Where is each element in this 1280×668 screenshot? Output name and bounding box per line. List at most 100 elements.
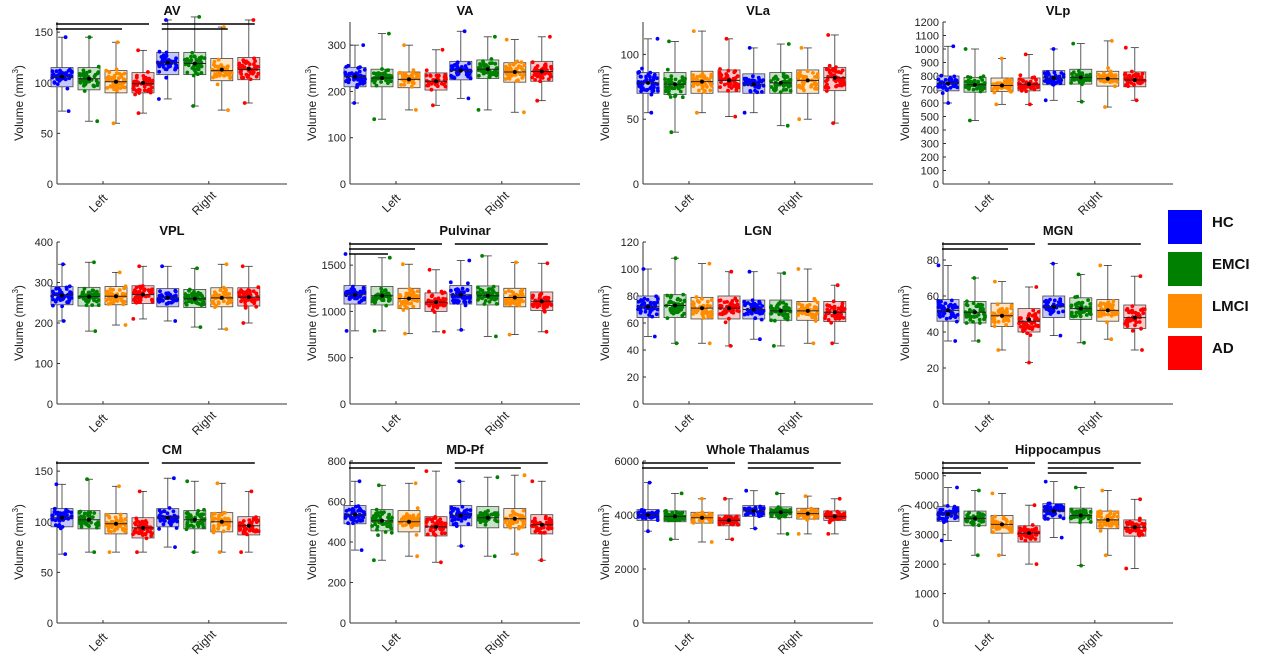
data-point-ad [836, 306, 841, 311]
data-point-emci [372, 329, 377, 333]
data-point-ad [724, 72, 729, 76]
y-tick-label: 100 [35, 78, 53, 90]
data-point-ad [237, 65, 242, 70]
data-point-emci [981, 74, 986, 79]
data-point-ad [1034, 77, 1038, 82]
data-point-ad [1024, 326, 1028, 330]
data-point-emci [187, 299, 191, 304]
data-point-emci [372, 117, 377, 122]
data-point-emci [976, 302, 981, 307]
data-point-emci [788, 78, 793, 82]
data-point-lmci [1110, 73, 1114, 77]
x-tick-label-left: Left [972, 191, 997, 216]
data-point-hc [161, 522, 166, 527]
data-point-ad [1134, 320, 1139, 325]
data-point-emci [487, 75, 492, 80]
data-point-lmci [691, 29, 696, 33]
data-point-emci [1081, 309, 1085, 314]
data-point-emci [978, 306, 983, 311]
data-point-emci [775, 491, 779, 496]
data-point-lmci [992, 324, 997, 328]
data-point-lmci [708, 88, 713, 93]
data-point-lmci [401, 262, 405, 267]
data-point-lmci [1106, 66, 1110, 70]
data-point-lmci [415, 506, 420, 510]
data-point-lmci [411, 304, 416, 309]
y-axis-label-text: Volume (mm [12, 513, 26, 580]
data-point-lmci [691, 312, 695, 316]
data-point-hc [466, 522, 471, 526]
x-tick-label-right: Right [1075, 188, 1105, 218]
data-point-hc [171, 509, 176, 514]
y-axis-label-text: ) [12, 65, 26, 69]
data-point-hc [54, 298, 58, 303]
data-point-hc [652, 306, 656, 311]
data-point-ad [718, 67, 722, 71]
y-tick-label: 600 [328, 497, 346, 509]
data-point-ad [735, 308, 739, 313]
data-point-hc [467, 61, 471, 66]
data-point-lmci [803, 494, 808, 498]
y-tick-label: 100 [35, 517, 53, 529]
data-point-hc [53, 518, 58, 523]
data-point-ad [824, 89, 829, 93]
data-point-lmci [521, 519, 526, 524]
data-point-ad [134, 75, 139, 80]
data-point-lmci [111, 121, 116, 126]
data-point-ad [247, 288, 252, 293]
data-point-emci [390, 515, 394, 520]
panel-title: MGN [1043, 223, 1073, 238]
data-point-ad [150, 299, 155, 304]
data-point-emci [494, 519, 499, 523]
data-point-emci [187, 513, 192, 517]
data-point-hc [651, 88, 656, 93]
data-point-lmci [415, 554, 419, 559]
mean-marker-emci [87, 294, 91, 299]
mean-marker-ad [246, 523, 251, 528]
y-axis-label-text: ) [12, 285, 26, 289]
data-point-ad [1140, 80, 1144, 85]
data-point-ad [135, 290, 140, 295]
data-point-ad [826, 33, 831, 37]
data-point-emci [389, 530, 394, 535]
data-point-ad [433, 297, 437, 301]
data-point-emci [184, 303, 189, 307]
data-point-emci [376, 533, 380, 537]
data-point-lmci [110, 525, 114, 530]
data-point-emci [782, 271, 787, 275]
data-point-hc [357, 69, 362, 74]
data-point-emci [781, 88, 786, 92]
data-point-lmci [219, 512, 224, 517]
data-point-lmci [107, 515, 112, 520]
data-point-lmci [122, 299, 127, 304]
y-tick-label: 1500 [322, 260, 346, 272]
data-point-lmci [811, 71, 815, 75]
data-point-emci [84, 522, 88, 527]
data-point-emci [1082, 340, 1086, 345]
data-point-hc [955, 305, 959, 310]
data-point-ad [531, 294, 535, 298]
data-point-emci [372, 558, 376, 563]
data-point-lmci [409, 301, 414, 306]
data-point-lmci [229, 70, 234, 75]
data-point-emci [673, 94, 677, 99]
data-point-hc [173, 289, 178, 294]
data-point-hc [744, 488, 749, 493]
data-point-emci [769, 85, 774, 89]
data-point-hc [162, 56, 167, 61]
mean-marker-ad [832, 75, 837, 80]
data-point-emci [1076, 272, 1081, 277]
data-point-ad [1031, 308, 1036, 313]
data-point-emci [199, 515, 204, 519]
data-point-hc [951, 44, 956, 49]
data-point-lmci [815, 72, 820, 76]
data-point-emci [976, 339, 981, 343]
data-point-ad [544, 329, 549, 334]
data-point-ad [238, 527, 243, 532]
y-axis-label: Volume (mm3) [597, 65, 612, 141]
data-point-ad [1130, 304, 1135, 308]
y-axis-label-text: ) [305, 65, 319, 69]
data-point-ad [736, 522, 740, 527]
data-point-emci [772, 76, 776, 81]
